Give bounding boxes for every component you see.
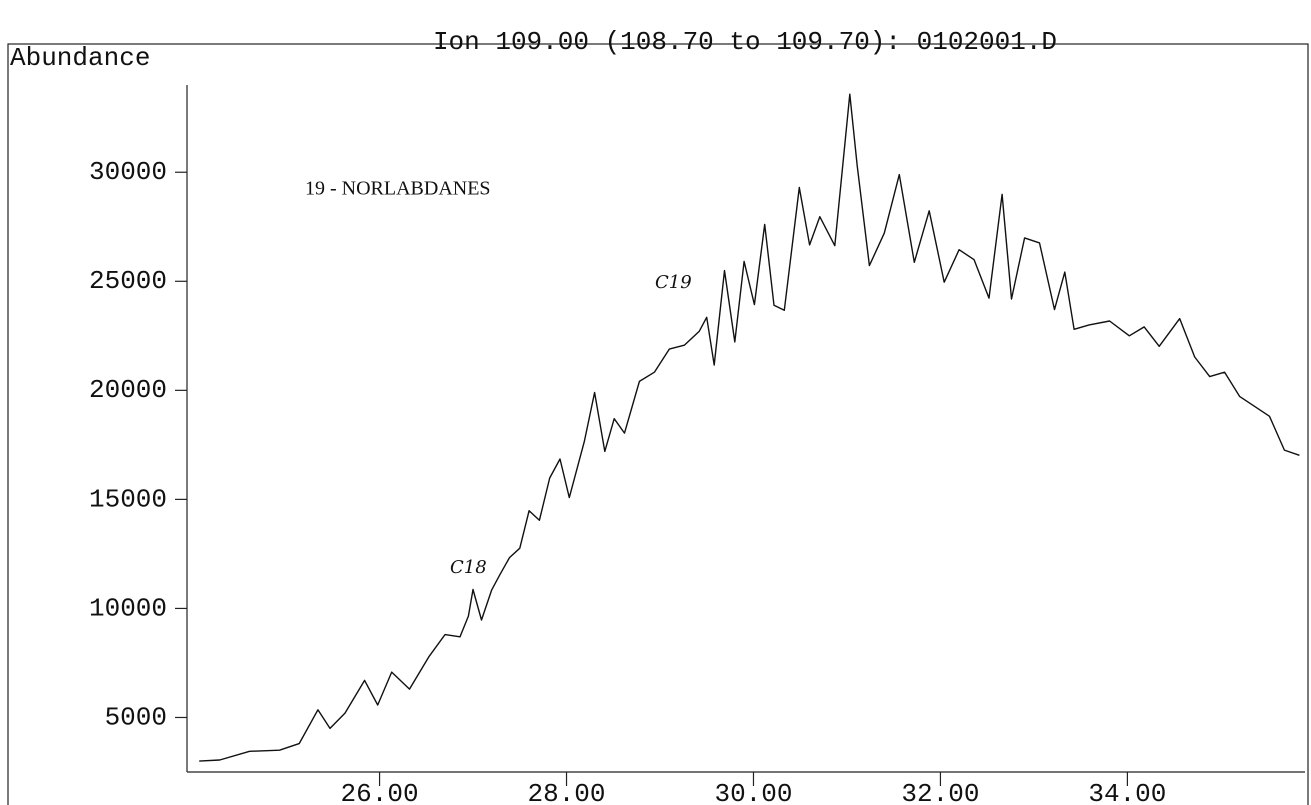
x-tick-label: 28.00 bbox=[528, 779, 606, 805]
annotation: 19 - NORLABDANES bbox=[305, 178, 491, 200]
x-tick-label: 26.00 bbox=[341, 779, 419, 805]
chart-title: Ion 109.00 (108.70 to 109.70): 0102001.D bbox=[433, 27, 1057, 57]
y-tick-label: 15000 bbox=[89, 484, 167, 514]
data-line bbox=[199, 93, 1300, 762]
y-tick-label: 20000 bbox=[89, 375, 167, 405]
y-tick-label: 25000 bbox=[89, 266, 167, 296]
y-tick-label: 10000 bbox=[89, 593, 167, 623]
x-tick-label: 32.00 bbox=[901, 779, 979, 805]
y-axis-label: Abundance bbox=[10, 43, 150, 73]
annotation: C19 bbox=[655, 272, 692, 293]
x-tick-label: 34.00 bbox=[1088, 779, 1166, 805]
frame bbox=[7, 43, 1309, 805]
x-tick-label: 30.00 bbox=[714, 779, 792, 805]
annotation: C18 bbox=[450, 557, 487, 578]
y-tick-label: 5000 bbox=[105, 702, 167, 732]
y-tick-label: 30000 bbox=[89, 157, 167, 187]
